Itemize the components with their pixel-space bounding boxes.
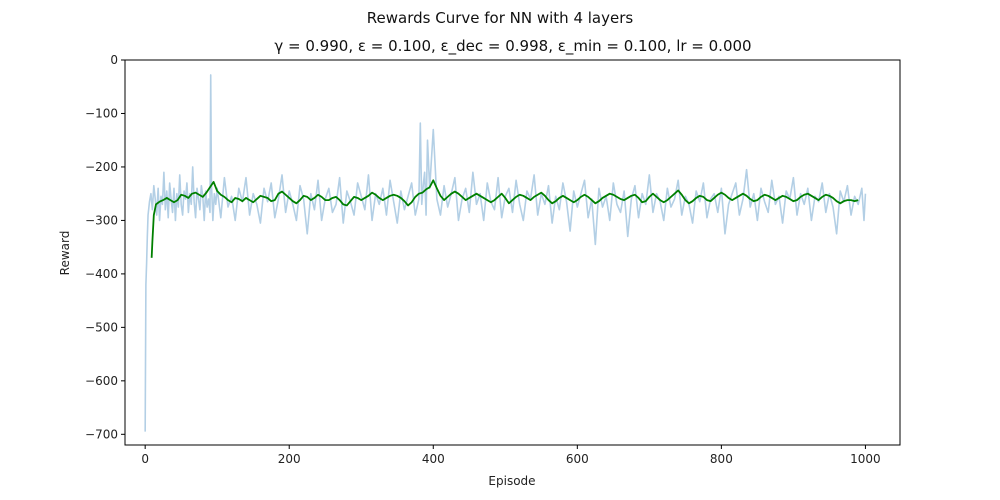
reward-series-line (144, 74, 867, 432)
axes-frame (124, 59, 901, 446)
x-axis-ticks: 0 200 400 600 800 1000 (141, 445, 881, 466)
x-tick-label: 800 (710, 452, 733, 466)
moving-average-line (150, 179, 859, 258)
x-tick-label: 600 (566, 452, 589, 466)
y-tick-label: −700 (85, 427, 118, 441)
y-tick-label: −300 (85, 213, 118, 227)
x-tick-label: 1000 (850, 452, 881, 466)
x-tick-label: 400 (422, 452, 445, 466)
y-axis-label: Reward (58, 231, 72, 276)
y-tick-label: −500 (85, 320, 118, 334)
y-tick-label: −400 (85, 267, 118, 281)
x-tick-label: 0 (141, 452, 149, 466)
y-tick-label: −100 (85, 106, 118, 120)
chart-title: Rewards Curve for NN with 4 layers (367, 9, 634, 27)
y-axis-ticks: 0 −100 −200 −300 −400 −500 −600 −700 (85, 53, 125, 441)
y-tick-label: −600 (85, 374, 118, 388)
y-tick-label: −200 (85, 160, 118, 174)
plot-area (144, 74, 867, 432)
y-tick-label: 0 (110, 53, 118, 67)
x-tick-label: 200 (278, 452, 301, 466)
chart-subtitle: γ = 0.990, ε = 0.100, ε_dec = 0.998, ε_m… (274, 37, 751, 56)
x-axis-label: Episode (488, 474, 535, 488)
